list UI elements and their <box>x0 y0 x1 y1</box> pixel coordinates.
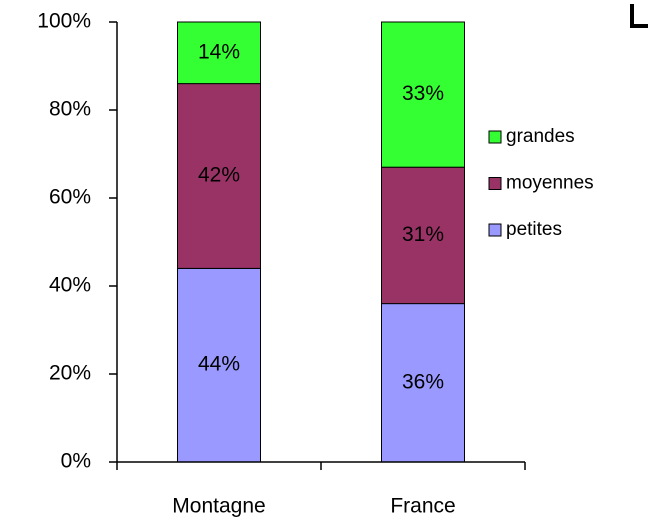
legend-swatch <box>488 130 502 144</box>
y-tick-label: 80% <box>49 98 91 121</box>
legend-swatch <box>488 177 502 190</box>
data-label: 33% <box>402 82 444 105</box>
data-label: 44% <box>198 353 240 376</box>
y-tick-label: 100% <box>37 10 91 33</box>
data-label: 14% <box>198 40 240 63</box>
data-label: 31% <box>402 223 444 246</box>
y-tick-label: 60% <box>49 186 91 209</box>
bar-segment <box>381 166 465 305</box>
x-tick-label: France <box>390 495 455 518</box>
bar-segment <box>177 267 261 463</box>
y-tick-label: 0% <box>61 450 91 473</box>
y-tick-label: 40% <box>49 274 91 297</box>
bar-segment <box>177 21 261 85</box>
bar-segment <box>381 21 465 168</box>
edge-decoration <box>630 4 648 28</box>
y-tick-label: 20% <box>49 362 91 385</box>
bar-segment <box>177 83 261 269</box>
legend-label: grandes <box>506 126 575 147</box>
legend: grandes moyennes petites <box>488 126 594 240</box>
legend-swatch <box>488 223 502 237</box>
x-tick-label: Montagne <box>172 495 265 518</box>
data-label: 42% <box>198 164 240 187</box>
legend-label: moyennes <box>506 173 594 194</box>
legend-label: petites <box>506 219 562 240</box>
bar-segment <box>381 303 465 463</box>
data-label: 36% <box>402 370 444 393</box>
